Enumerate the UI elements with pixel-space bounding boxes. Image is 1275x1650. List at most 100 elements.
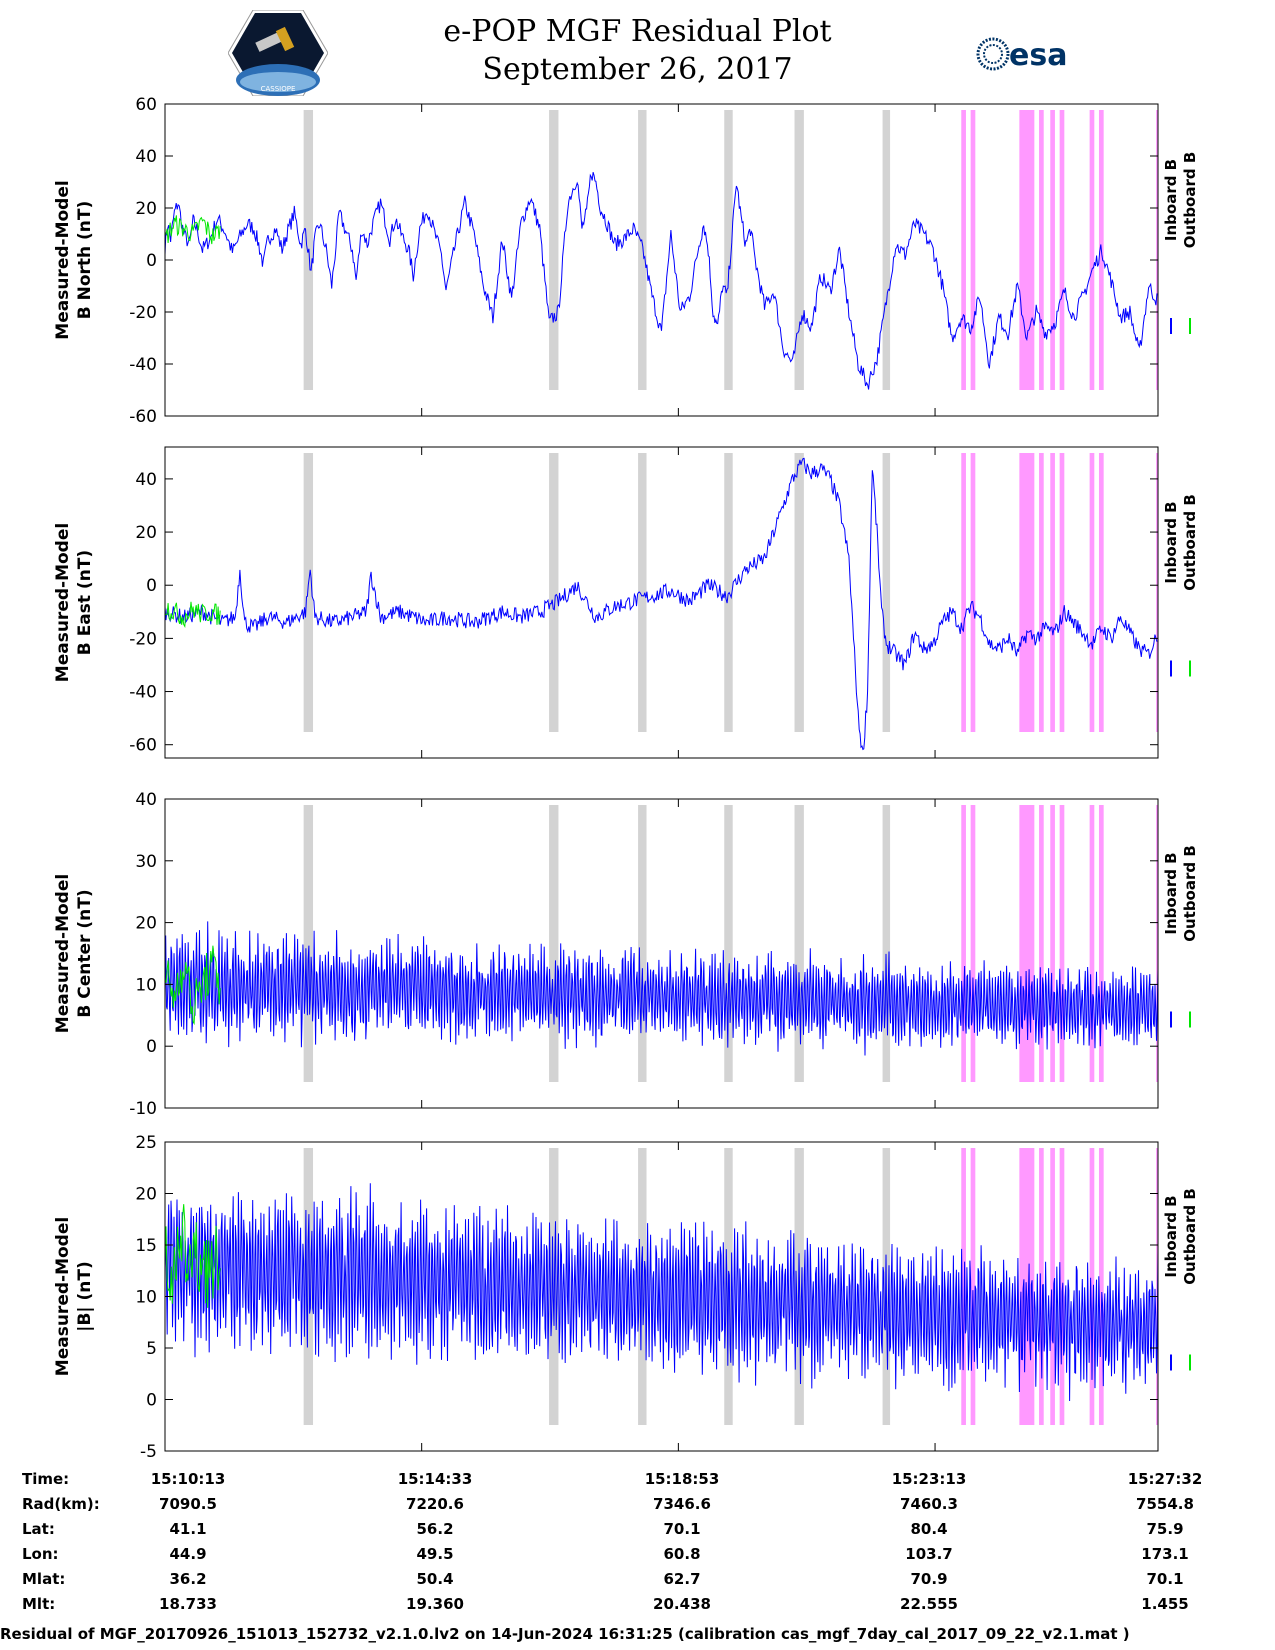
plot-frame bbox=[164, 446, 1159, 759]
pink-band-6 bbox=[1089, 110, 1095, 390]
gray-band-3 bbox=[724, 805, 733, 1082]
ytick-label: 40 bbox=[135, 470, 157, 490]
ytick-label: -5 bbox=[140, 1442, 157, 1462]
pink-band-3 bbox=[1039, 1148, 1044, 1425]
table-cell: 7346.6 bbox=[653, 1495, 711, 1513]
table-cell: 56.2 bbox=[416, 1520, 454, 1538]
table-row-label: Rad(km): bbox=[22, 1495, 100, 1513]
ytick-label: 0 bbox=[146, 1391, 157, 1411]
pink-band-8 bbox=[1156, 1148, 1159, 1425]
table-cell: 22.555 bbox=[900, 1595, 958, 1613]
ytick-label: 20 bbox=[135, 523, 157, 543]
pink-band-3 bbox=[1039, 453, 1044, 732]
table-cell: 62.7 bbox=[663, 1570, 701, 1588]
series-group bbox=[165, 921, 1158, 1056]
ytick-label: 10 bbox=[135, 1288, 157, 1308]
series-line-inboard-b bbox=[165, 921, 1158, 1056]
pink-band-0 bbox=[961, 110, 966, 390]
ytick-label: 0 bbox=[146, 251, 157, 271]
ytick-label: 20 bbox=[135, 1185, 157, 1205]
pink-band-1 bbox=[970, 805, 976, 1082]
table-cell: 173.1 bbox=[1141, 1545, 1189, 1563]
legend-outboard-label: Outboard B bbox=[1181, 1188, 1199, 1285]
gray-band-2 bbox=[638, 805, 647, 1082]
pink-band-2 bbox=[1019, 805, 1035, 1082]
pink-band-4 bbox=[1050, 453, 1055, 732]
table-row-label: Mlt: bbox=[22, 1595, 56, 1613]
ytick-label: 5 bbox=[146, 1339, 157, 1359]
ytick-label: 20 bbox=[135, 914, 157, 934]
pink-band-5 bbox=[1059, 1148, 1065, 1425]
table-cell: 70.1 bbox=[1146, 1570, 1184, 1588]
ytick-label: 10 bbox=[135, 975, 157, 995]
pink-band-4 bbox=[1050, 110, 1055, 390]
legend-inboard-label: Inboard B bbox=[1162, 501, 1180, 583]
ytick-label: 25 bbox=[135, 1133, 157, 1153]
gray-band-1 bbox=[549, 453, 559, 732]
table-cell: 15:18:53 bbox=[644, 1470, 720, 1488]
ylabel-line2: B East (nT) bbox=[75, 550, 95, 655]
legend-inboard-label: Inboard B bbox=[1162, 1195, 1180, 1277]
table-cell: 50.4 bbox=[416, 1570, 454, 1588]
gray-band-4 bbox=[794, 805, 804, 1082]
gray-band-5 bbox=[882, 453, 891, 732]
footer-caption: Residual of MGF_20170926_151013_152732_v… bbox=[0, 1625, 1130, 1643]
pink-band-6 bbox=[1089, 805, 1095, 1082]
pink-band-7 bbox=[1098, 453, 1104, 732]
ytick-label: 60 bbox=[135, 95, 157, 115]
gray-band-0 bbox=[303, 805, 314, 1082]
pink-band-2 bbox=[1019, 110, 1035, 390]
legend-outboard-label: Outboard B bbox=[1181, 152, 1199, 249]
panel-2: 40 20 0 -20 -40 -60 Measured-Model B East (nT) I… bbox=[53, 446, 1199, 759]
chart-subtitle: September 26, 2017 bbox=[482, 52, 793, 87]
table-cell: 18.733 bbox=[159, 1595, 217, 1613]
pink-band-4 bbox=[1050, 805, 1055, 1082]
ylabel-line2: |B| (nT) bbox=[75, 1261, 95, 1332]
table-cell: 15:27:32 bbox=[1127, 1470, 1203, 1488]
esa-logo: esa bbox=[976, 37, 1067, 73]
ytick-label: 30 bbox=[135, 852, 157, 872]
panel-3: 40 30 20 10 0 -10 Measured-Model B Center (nT) I… bbox=[53, 790, 1199, 1119]
pink-band-3 bbox=[1039, 110, 1044, 390]
ytick-label: 0 bbox=[146, 1037, 157, 1057]
table-cell: 70.9 bbox=[910, 1570, 948, 1588]
pink-band-0 bbox=[961, 453, 966, 732]
pink-band-6 bbox=[1089, 1148, 1095, 1425]
gray-band-4 bbox=[794, 110, 804, 390]
pink-band-8 bbox=[1156, 805, 1159, 1082]
table-cell: 7554.8 bbox=[1136, 1495, 1194, 1513]
ylabel-line2: B North (nT) bbox=[75, 201, 95, 320]
gray-band-2 bbox=[638, 110, 647, 390]
gray-band-1 bbox=[549, 1148, 559, 1425]
table-cell: 49.5 bbox=[416, 1545, 454, 1563]
table-row-label: Mlat: bbox=[22, 1570, 66, 1588]
gray-band-3 bbox=[724, 453, 733, 732]
pink-band-8 bbox=[1156, 110, 1159, 390]
ytick-label: -40 bbox=[129, 355, 157, 375]
legend-outboard-label: Outboard B bbox=[1181, 494, 1199, 591]
legend-inboard-label: Inboard B bbox=[1162, 852, 1180, 934]
panel-4: 25 20 15 10 5 0 -5 Measured-Model |B| (nT) Inboar… bbox=[53, 1133, 1199, 1462]
legend-inboard-label: Inboard B bbox=[1162, 159, 1180, 241]
table-row-label: Time: bbox=[22, 1470, 70, 1488]
pink-band-0 bbox=[961, 805, 966, 1082]
ytick-label: 15 bbox=[135, 1236, 157, 1256]
series-line-outboard-b bbox=[165, 945, 221, 1026]
series-line-outboard-b bbox=[165, 601, 221, 629]
pink-band-5 bbox=[1059, 110, 1065, 390]
legend-outboard-label: Outboard B bbox=[1181, 845, 1199, 942]
cassiope-logo: CASSIOPE bbox=[228, 10, 328, 96]
gray-band-3 bbox=[724, 110, 733, 390]
series-group bbox=[165, 172, 1158, 390]
ytick-label: 20 bbox=[135, 199, 157, 219]
table-cell: 19.360 bbox=[406, 1595, 464, 1613]
pink-band-1 bbox=[970, 453, 976, 732]
ylabel-line1: Measured-Model bbox=[53, 1217, 73, 1376]
pink-band-1 bbox=[970, 1148, 976, 1425]
table-cell: 60.8 bbox=[663, 1545, 701, 1563]
table-cell: 80.4 bbox=[910, 1520, 948, 1538]
table-cell: 70.1 bbox=[663, 1520, 701, 1538]
pink-band-8 bbox=[1156, 453, 1159, 732]
pink-band-7 bbox=[1098, 805, 1104, 1082]
